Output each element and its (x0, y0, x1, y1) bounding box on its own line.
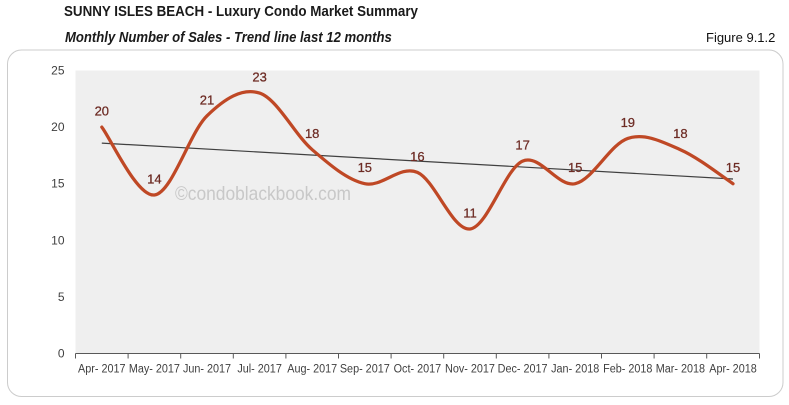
svg-text:Aug- 2017: Aug- 2017 (287, 364, 337, 376)
svg-text:Jul- 2017: Jul- 2017 (237, 364, 282, 376)
svg-text:25: 25 (51, 64, 65, 78)
svg-text:10: 10 (51, 233, 65, 247)
svg-text:Oct- 2017: Oct- 2017 (394, 364, 442, 376)
svg-text:11: 11 (463, 206, 477, 221)
svg-text:Jun- 2017: Jun- 2017 (183, 364, 231, 376)
svg-text:19: 19 (621, 115, 635, 130)
svg-text:23: 23 (252, 70, 266, 85)
svg-text:20: 20 (51, 120, 65, 134)
svg-text:17: 17 (515, 138, 529, 153)
svg-text:18: 18 (673, 126, 687, 141)
svg-text:Feb- 2018: Feb- 2018 (603, 364, 652, 376)
svg-text:18: 18 (305, 126, 319, 141)
svg-text:Apr- 2017: Apr- 2017 (78, 364, 126, 376)
svg-text:©condoblackbook.com: ©condoblackbook.com (175, 183, 351, 205)
svg-text:21: 21 (200, 92, 214, 107)
svg-text:16: 16 (410, 149, 424, 164)
svg-text:Apr- 2018: Apr- 2018 (709, 364, 757, 376)
svg-text:Nov- 2017: Nov- 2017 (445, 364, 495, 376)
svg-text:Mar- 2018: Mar- 2018 (656, 364, 705, 376)
svg-text:Sep- 2017: Sep- 2017 (340, 364, 390, 376)
svg-text:Jan- 2018: Jan- 2018 (551, 364, 599, 376)
svg-text:5: 5 (58, 290, 65, 304)
svg-text:May- 2017: May- 2017 (129, 364, 180, 376)
svg-text:15: 15 (568, 160, 582, 175)
svg-text:14: 14 (147, 172, 161, 187)
svg-text:15: 15 (51, 177, 65, 191)
svg-text:0: 0 (58, 347, 65, 361)
svg-text:15: 15 (358, 160, 372, 175)
svg-text:Dec- 2017: Dec- 2017 (498, 364, 548, 376)
svg-text:15: 15 (726, 160, 740, 175)
svg-text:20: 20 (95, 104, 109, 119)
